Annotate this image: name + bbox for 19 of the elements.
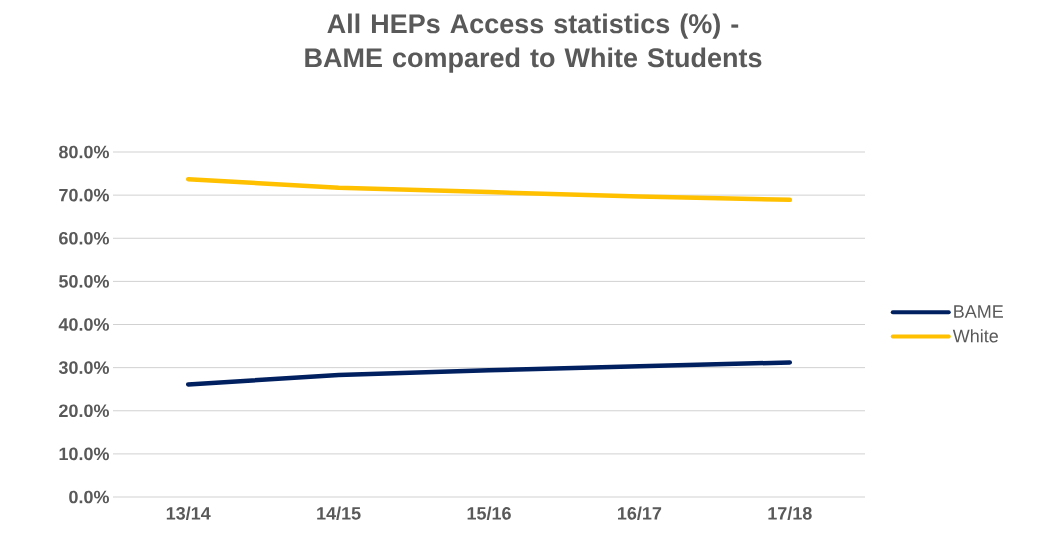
y-tick-label: 50.0% <box>58 275 109 288</box>
legend-label: BAME <box>954 305 1003 318</box>
y-tick-label: 70.0% <box>59 188 109 202</box>
line-series <box>185 360 793 387</box>
x-tick-label: 17/18 <box>768 506 812 520</box>
y-tick-label: 60.0% <box>59 231 109 245</box>
y-tick-label: 80.0% <box>59 145 109 159</box>
x-tick-label: 16/17 <box>618 506 662 520</box>
y-tick-label: 20.0% <box>59 404 109 418</box>
line-series <box>185 176 793 203</box>
legend-label: White <box>952 329 998 343</box>
y-tick-label: 30.0% <box>58 361 109 375</box>
y-tick-label: 40.0% <box>58 318 109 331</box>
x-tick-label: 15/16 <box>467 506 511 520</box>
y-tick-label: 0.0% <box>69 490 109 504</box>
chart-title: All HEPs Access statistics (%) - BAME compared to White Students <box>305 13 762 73</box>
x-tick-label: 14/15 <box>317 506 361 520</box>
x-tick-label: 13/14 <box>166 506 211 520</box>
y-tick-label: 10.0% <box>59 447 109 461</box>
